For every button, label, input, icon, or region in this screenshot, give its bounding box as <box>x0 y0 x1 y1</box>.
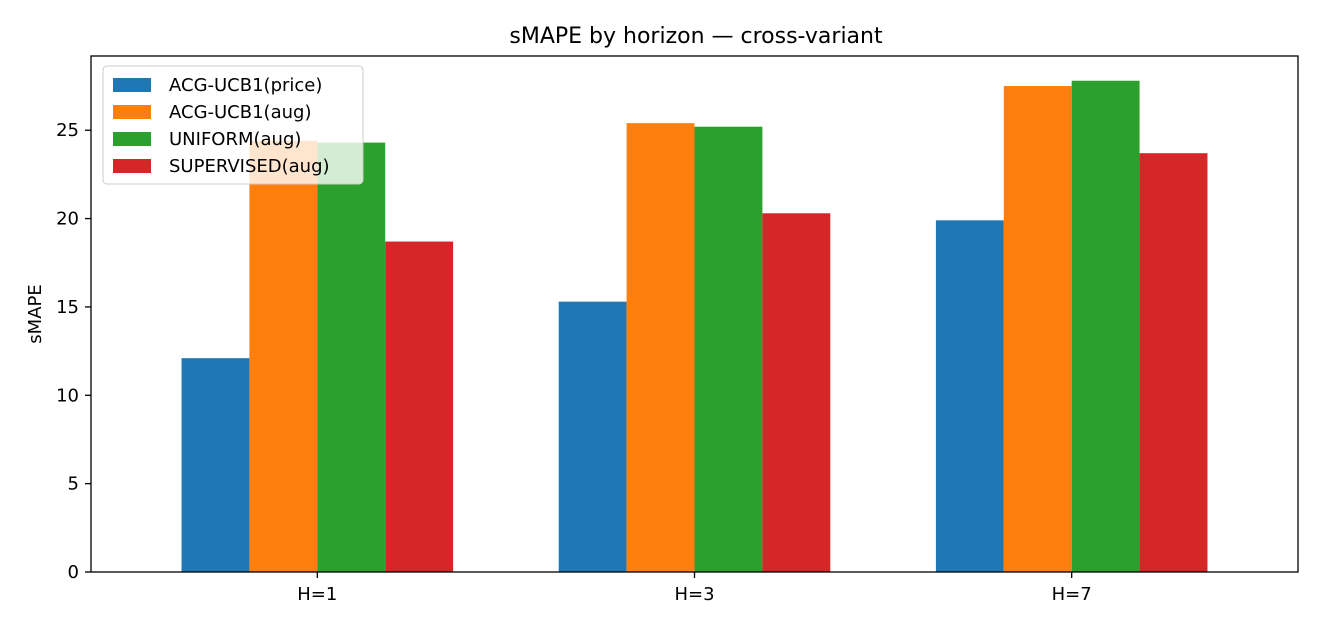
legend-entry: ACG-UCB1(aug) <box>169 102 311 123</box>
x-axis: H=1 H=3 H=7 <box>297 572 1092 605</box>
bar-supervised-aug--h1 <box>385 241 454 572</box>
bar-acg-ucb1-price--h7 <box>935 220 1004 572</box>
bar-acg-ucb1-aug--h3 <box>626 123 695 572</box>
legend-entry: SUPERVISED(aug) <box>169 156 330 177</box>
legend-swatch <box>113 105 151 119</box>
legend: ACG-UCB1(price) ACG-UCB1(aug) UNIFORM(aug)… <box>102 65 364 185</box>
legend-entry: ACG-UCB1(price) <box>169 75 322 96</box>
legend-swatch <box>113 159 151 173</box>
x-tick-label: H=1 <box>297 584 337 605</box>
bar-acg-ucb1-aug--h1 <box>249 140 318 573</box>
y-tick-label: 5 <box>68 474 79 495</box>
bars-group <box>181 80 1208 573</box>
y-tick-label: 25 <box>56 120 79 141</box>
bar-uniform-aug--h1 <box>317 142 386 572</box>
bar-acg-ucb1-price--h1 <box>181 358 250 572</box>
bar-supervised-aug--h3 <box>762 213 831 572</box>
legend-swatch <box>113 132 151 146</box>
bar-acg-ucb1-price--h3 <box>558 301 627 572</box>
legend-swatch <box>113 78 151 92</box>
y-tick-label: 10 <box>56 385 79 406</box>
bar-acg-ucb1-aug--h7 <box>1003 86 1072 572</box>
chart-title: sMAPE by horizon — cross-variant <box>509 24 883 49</box>
y-axis-label: sMAPE <box>25 284 46 343</box>
bar-uniform-aug--h7 <box>1071 80 1140 573</box>
y-tick-label: 20 <box>56 209 79 230</box>
x-tick-label: H=7 <box>1052 584 1092 605</box>
x-tick-label: H=3 <box>674 584 714 605</box>
bar-supervised-aug--h7 <box>1139 153 1208 573</box>
bar-uniform-aug--h3 <box>694 126 763 572</box>
legend-box <box>102 65 364 185</box>
legend-entry: UNIFORM(aug) <box>169 129 301 150</box>
y-tick-label: 15 <box>56 297 79 318</box>
y-axis: 0 5 10 15 20 25 <box>56 120 91 583</box>
y-tick-label: 0 <box>68 562 79 583</box>
